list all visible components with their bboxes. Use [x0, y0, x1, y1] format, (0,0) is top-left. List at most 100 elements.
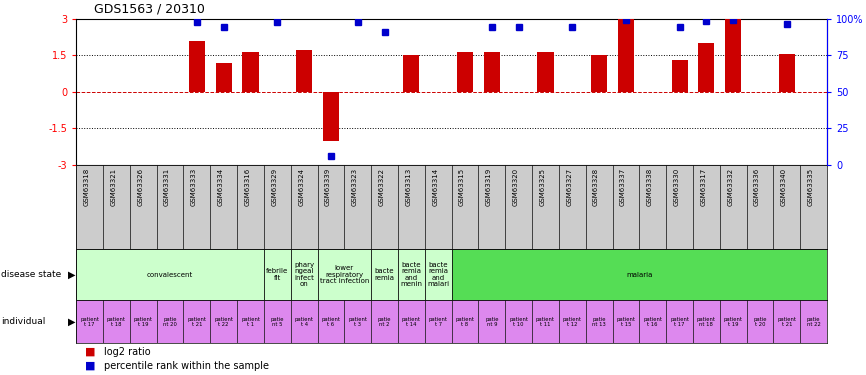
Bar	[425, 300, 452, 343]
Text: GSM63321: GSM63321	[111, 168, 116, 206]
Text: GSM63322: GSM63322	[378, 168, 385, 206]
Text: bacte
remia
and
menin: bacte remia and menin	[400, 262, 423, 287]
Text: GSM63340: GSM63340	[781, 168, 787, 206]
Bar	[478, 300, 505, 343]
Text: GSM63326: GSM63326	[137, 168, 143, 206]
Bar	[216, 63, 232, 92]
Bar	[720, 300, 746, 343]
Text: patient
t 10: patient t 10	[509, 316, 528, 327]
Bar	[425, 165, 452, 249]
Bar	[773, 165, 800, 249]
Bar	[746, 165, 773, 249]
Text: GSM63332: GSM63332	[727, 168, 734, 206]
Bar	[532, 165, 559, 249]
Bar	[372, 249, 398, 300]
Text: GSM63327: GSM63327	[566, 168, 572, 206]
Bar	[404, 56, 419, 92]
Bar	[698, 43, 714, 92]
Text: patient
t 17: patient t 17	[81, 316, 99, 327]
Text: disease state: disease state	[1, 270, 61, 279]
Text: bacte
remia
and
malari: bacte remia and malari	[427, 262, 449, 287]
Bar	[157, 300, 184, 343]
Bar	[452, 165, 478, 249]
Bar	[617, 19, 634, 92]
Bar	[398, 249, 425, 300]
Text: GSM63336: GSM63336	[754, 168, 760, 206]
Bar	[725, 19, 741, 92]
Bar	[76, 165, 103, 249]
Bar	[130, 300, 157, 343]
Text: GSM63331: GSM63331	[164, 168, 170, 206]
Bar	[76, 249, 264, 300]
Bar	[291, 249, 318, 300]
Text: patient
t 1: patient t 1	[241, 316, 260, 327]
Bar	[591, 56, 607, 92]
Text: GSM63329: GSM63329	[271, 168, 277, 206]
Text: GSM63330: GSM63330	[674, 168, 680, 206]
Text: patie
nt 2: patie nt 2	[378, 316, 391, 327]
Text: patient
t 16: patient t 16	[643, 316, 662, 327]
Bar	[666, 165, 693, 249]
Text: GSM63335: GSM63335	[808, 168, 814, 206]
Bar	[372, 300, 398, 343]
Text: GSM63325: GSM63325	[540, 168, 546, 206]
Text: patie
nt 22: patie nt 22	[807, 316, 821, 327]
Bar	[559, 165, 585, 249]
Bar	[773, 300, 800, 343]
Text: patie
t 20: patie t 20	[753, 316, 766, 327]
Bar	[157, 165, 184, 249]
Text: individual: individual	[1, 317, 45, 326]
Bar	[103, 300, 130, 343]
Bar	[779, 54, 795, 92]
Text: percentile rank within the sample: percentile rank within the sample	[104, 361, 269, 370]
Bar	[372, 165, 398, 249]
Bar	[103, 165, 130, 249]
Bar	[184, 300, 210, 343]
Text: ■: ■	[85, 361, 95, 370]
Bar	[210, 300, 237, 343]
Bar	[323, 92, 339, 141]
Text: GSM63320: GSM63320	[513, 168, 519, 206]
Text: GSM63318: GSM63318	[84, 168, 89, 206]
Bar	[612, 300, 639, 343]
Text: GSM63315: GSM63315	[459, 168, 465, 206]
Bar	[505, 165, 532, 249]
Text: patient
t 11: patient t 11	[536, 316, 555, 327]
Bar	[720, 165, 746, 249]
Text: GDS1563 / 20310: GDS1563 / 20310	[94, 2, 204, 15]
Text: febrile
fit: febrile fit	[266, 268, 288, 281]
Bar	[585, 300, 612, 343]
Bar	[264, 300, 291, 343]
Text: GSM63328: GSM63328	[593, 168, 599, 206]
Text: patient
t 22: patient t 22	[214, 316, 233, 327]
Text: patient
t 4: patient t 4	[294, 316, 313, 327]
Text: patient
t 17: patient t 17	[670, 316, 689, 327]
Text: patient
t 18: patient t 18	[107, 316, 126, 327]
Bar	[398, 165, 425, 249]
Bar	[345, 165, 372, 249]
Text: patient
t 21: patient t 21	[187, 316, 206, 327]
Text: patient
t 8: patient t 8	[456, 316, 475, 327]
Bar	[612, 165, 639, 249]
Bar	[184, 165, 210, 249]
Bar	[452, 300, 478, 343]
Bar	[291, 300, 318, 343]
Bar	[505, 300, 532, 343]
Text: GSM63323: GSM63323	[352, 168, 358, 206]
Bar	[318, 249, 372, 300]
Text: GSM63324: GSM63324	[298, 168, 304, 206]
Text: malaria: malaria	[626, 272, 652, 278]
Text: patient
nt 18: patient nt 18	[697, 316, 716, 327]
Text: GSM63333: GSM63333	[191, 168, 197, 206]
Text: GSM63314: GSM63314	[432, 168, 438, 206]
Bar	[693, 165, 720, 249]
Text: GSM63319: GSM63319	[486, 168, 492, 206]
Bar	[532, 300, 559, 343]
Bar	[484, 52, 500, 92]
Text: patient
t 14: patient t 14	[402, 316, 421, 327]
Text: ■: ■	[85, 346, 95, 357]
Text: phary
ngeal
infect
on: phary ngeal infect on	[294, 262, 314, 287]
Text: patie
nt 13: patie nt 13	[592, 316, 606, 327]
Text: GSM63313: GSM63313	[405, 168, 411, 206]
Text: GSM63316: GSM63316	[244, 168, 250, 206]
